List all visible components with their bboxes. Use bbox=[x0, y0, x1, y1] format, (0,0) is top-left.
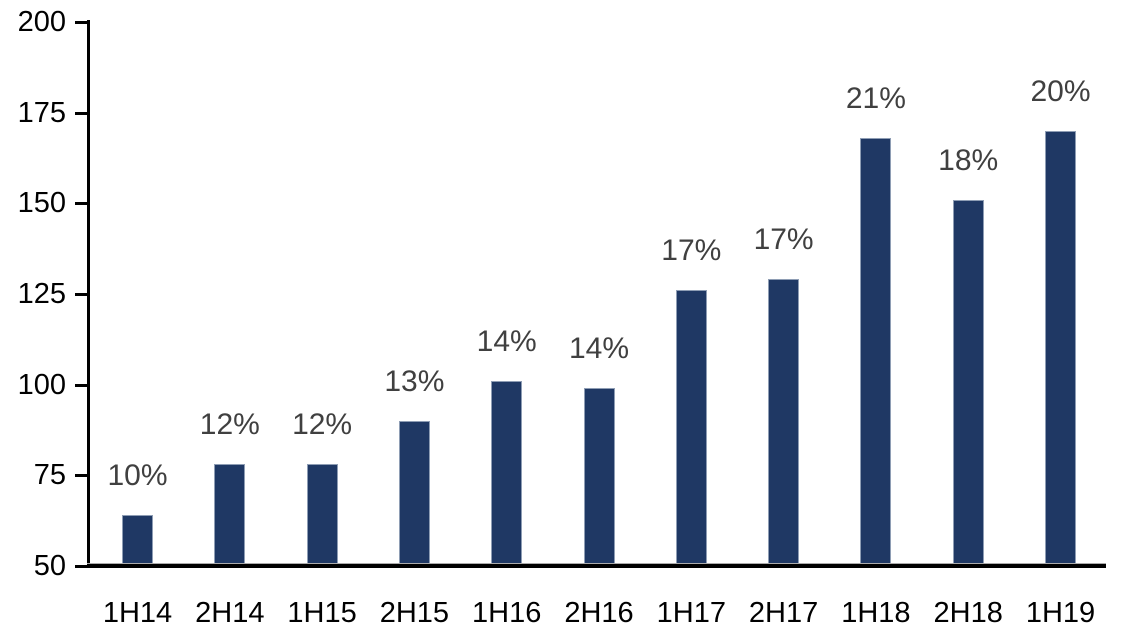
bar-value-label: 12% bbox=[199, 408, 260, 442]
x-axis-line bbox=[87, 564, 1106, 568]
y-axis-tick bbox=[75, 383, 87, 387]
x-axis-category-label: 2H18 bbox=[933, 597, 1003, 629]
y-axis-line bbox=[87, 20, 90, 567]
y-axis-tick bbox=[75, 474, 87, 478]
bar-value-label: 17% bbox=[753, 223, 814, 257]
bar-value-label: 14% bbox=[568, 332, 630, 366]
bar-1h19 bbox=[1045, 130, 1076, 566]
x-axis-category-label: 2H15 bbox=[379, 597, 450, 629]
bar-2h15 bbox=[398, 420, 430, 566]
bar-value-label: 13% bbox=[384, 364, 445, 398]
x-axis-category-label: 2H14 bbox=[195, 597, 265, 629]
x-axis-category-label: 2H16 bbox=[564, 597, 634, 629]
bar-1h16 bbox=[491, 381, 523, 566]
bar-value-label: 20% bbox=[1030, 74, 1091, 108]
y-axis-tick-label: 125 bbox=[17, 278, 66, 310]
bar-1h18 bbox=[860, 138, 892, 566]
y-axis-tick-label: 150 bbox=[17, 187, 66, 220]
y-axis-tick bbox=[75, 293, 87, 296]
y-axis-tick-label: 100 bbox=[17, 368, 66, 401]
y-axis-tick bbox=[75, 565, 87, 568]
x-axis-baseline-highlight bbox=[87, 563, 1106, 564]
x-axis-category-label: 1H15 bbox=[287, 597, 357, 629]
bar-value-label: 10% bbox=[107, 459, 168, 493]
bar-value-label: 21% bbox=[845, 82, 906, 116]
x-axis-category-label: 2H17 bbox=[748, 597, 819, 629]
y-axis-tick bbox=[75, 21, 87, 24]
x-axis-category-label: 1H19 bbox=[1025, 597, 1096, 629]
bar-2h14 bbox=[214, 464, 246, 566]
bar-2h16 bbox=[583, 388, 615, 566]
bar-value-label: 12% bbox=[292, 408, 353, 442]
x-axis-category-label: 1H18 bbox=[841, 597, 911, 629]
y-axis-tick bbox=[75, 202, 87, 206]
bar-value-label: 18% bbox=[938, 143, 999, 177]
bar-1h14 bbox=[122, 515, 153, 566]
bar-1h17 bbox=[675, 290, 707, 566]
x-axis-category-label: 1H16 bbox=[472, 597, 542, 629]
bar-2h17 bbox=[768, 279, 800, 566]
bar-value-label: 14% bbox=[476, 325, 537, 359]
y-axis-tick-label: 175 bbox=[17, 96, 66, 129]
y-axis-tick-label: 50 bbox=[33, 550, 66, 582]
bar-value-label: 17% bbox=[661, 234, 722, 268]
x-axis-category-label: 1H14 bbox=[102, 597, 173, 629]
bar-2h18 bbox=[952, 199, 984, 566]
x-axis-category-label: 1H17 bbox=[656, 597, 726, 629]
y-axis-tick-label: 75 bbox=[33, 459, 66, 492]
y-axis-tick bbox=[75, 111, 87, 115]
y-axis-tick-label: 200 bbox=[17, 6, 66, 38]
bar-1h15 bbox=[306, 464, 338, 566]
